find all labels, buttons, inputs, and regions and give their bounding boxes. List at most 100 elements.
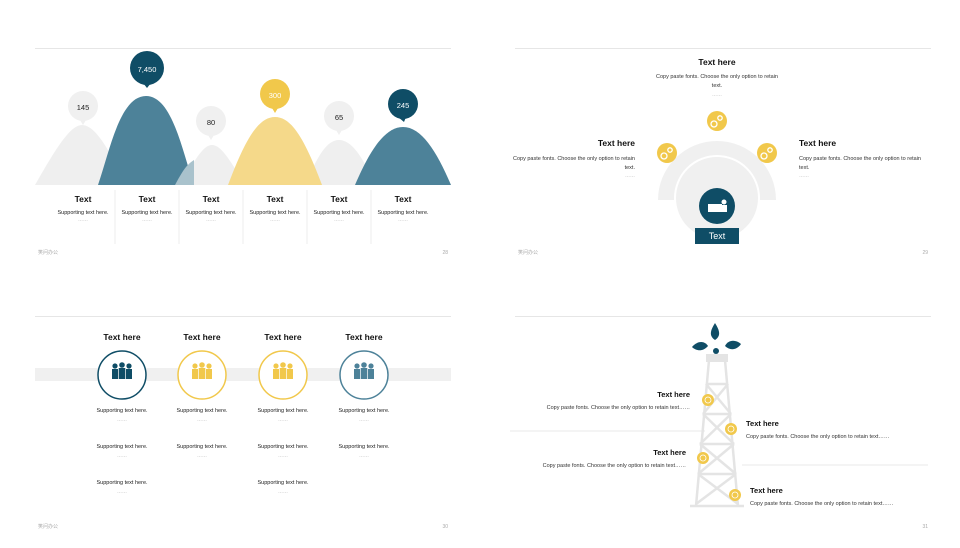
block-body: Copy paste fonts. Choose the only option… [656,74,778,89]
footer-brand: 笑问办公 [38,250,59,256]
column-dots: …… [398,217,408,223]
oil-rig-graphic [510,323,928,508]
item-right-2: Text here Copy paste fonts. Choose the o… [750,486,910,509]
team-column-4: Text here [324,332,404,342]
item-title: Text here [750,486,783,495]
column-support: Supporting text here. [249,210,301,216]
mountain-3 [180,145,245,185]
item-body: Copy paste fonts. Choose the only option… [542,463,686,469]
bubble-value: 80 [206,118,216,127]
slide-arc-diagram: Text Text here Copy paste fonts. Choose … [480,0,960,274]
mountain-graphic [35,51,451,244]
item-left-1: Text here Copy paste fonts. Choose the o… [540,390,690,413]
mountain-6 [355,127,451,185]
block-dots: …… [625,173,635,179]
bubble-4 [260,79,290,113]
item-right-1: Text here Copy paste fonts. Choose the o… [746,419,906,442]
column-title: Text [330,194,348,204]
block-dots: …… [712,92,722,98]
marker-icon [729,489,741,501]
center-label-box [695,228,739,244]
block-title: Text here [698,57,736,67]
item-title: Text here [746,419,779,428]
column-title: Text here [103,332,141,342]
column-title: Text here [264,332,302,342]
divider-line [515,48,931,49]
team-icon [97,350,147,400]
item-body: Copy paste fonts. Choose the only option… [546,405,690,411]
left-text-block: Text here Copy paste fonts. Choose the o… [512,138,635,179]
gear-icon [657,143,677,163]
team-column-1: Text here [82,332,162,342]
divider-line [515,316,931,317]
column-title: Text [74,194,92,204]
row-dots: …… [278,453,288,459]
row-text: Supporting text here. [96,480,148,486]
team-icon [258,350,308,400]
item-title: Text here [657,390,690,399]
center-label: Text [708,231,726,241]
row-dots: …… [359,453,369,459]
page-number: 30 [442,524,448,530]
tower [690,359,744,508]
item-title: Text here [653,448,686,457]
column-support: Supporting text here. [57,210,109,216]
bubble-value: 65 [334,113,344,122]
block-title: Text here [799,138,837,148]
footer-brand: 笑问办公 [38,524,59,530]
mountain-4 [228,117,322,185]
team-icon [339,350,389,400]
column-dots: …… [142,217,152,223]
column-support: Supporting text here. [377,210,429,216]
row-dots: …… [197,417,207,423]
bubble-2 [130,51,164,88]
divider-line [35,316,451,317]
footer-brand: 笑问办公 [518,250,539,256]
page-number: 31 [922,524,928,530]
column-title: Text [266,194,284,204]
page-number: 28 [442,250,448,256]
column-dots: …… [78,217,88,223]
marker-icon [702,394,714,406]
item-body: Copy paste fonts. Choose the only option… [746,434,890,440]
bubble-3 [196,106,226,140]
column-dots: …… [334,217,344,223]
bubble-value: 145 [76,103,90,112]
gear-icon [707,111,727,131]
bubble-value: 300 [268,91,282,100]
bubble-5 [324,101,354,135]
item-left-2: Text here Copy paste fonts. Choose the o… [536,448,686,471]
block-dots: …… [799,173,809,179]
column-3: Text Supporting text here. …… [179,194,243,223]
column-1: Text Supporting text here. …… [51,194,115,223]
block-body: Copy paste fonts. Choose the only option… [799,156,921,171]
column-5: Text Supporting text here. …… [307,194,371,223]
outer-arc [658,141,776,200]
row-dots: …… [359,417,369,423]
bubble-value: 7,450 [137,65,157,74]
team-icon [177,350,227,400]
block-title: Text here [597,138,635,148]
row-text: Supporting text here. [176,408,228,414]
row-dots: …… [117,417,127,423]
team-column-3: Text here [243,332,323,342]
column-support: Supporting text here. [313,210,365,216]
slide-oil-rig: Text here Copy paste fonts. Choose the o… [480,274,960,548]
column-title: Text [394,194,412,204]
column-title: Text [202,194,220,204]
column-dots: …… [270,217,280,223]
row-text: Supporting text here. [96,408,148,414]
row-dots: …… [197,453,207,459]
row-dots: …… [278,417,288,423]
divider-line [35,48,451,49]
row-text: Supporting text here. [257,480,309,486]
row-text: Supporting text here. [257,408,309,414]
team-graphic [97,350,389,400]
row-text: Supporting text here. [338,444,390,450]
team-column-2: Text here [162,332,242,342]
bubble-6 [388,89,418,122]
column-support: Supporting text here. [185,210,237,216]
bubble-1 [68,91,98,125]
arc-graphic [657,111,777,244]
block-body: Copy paste fonts. Choose the only option… [513,156,635,171]
